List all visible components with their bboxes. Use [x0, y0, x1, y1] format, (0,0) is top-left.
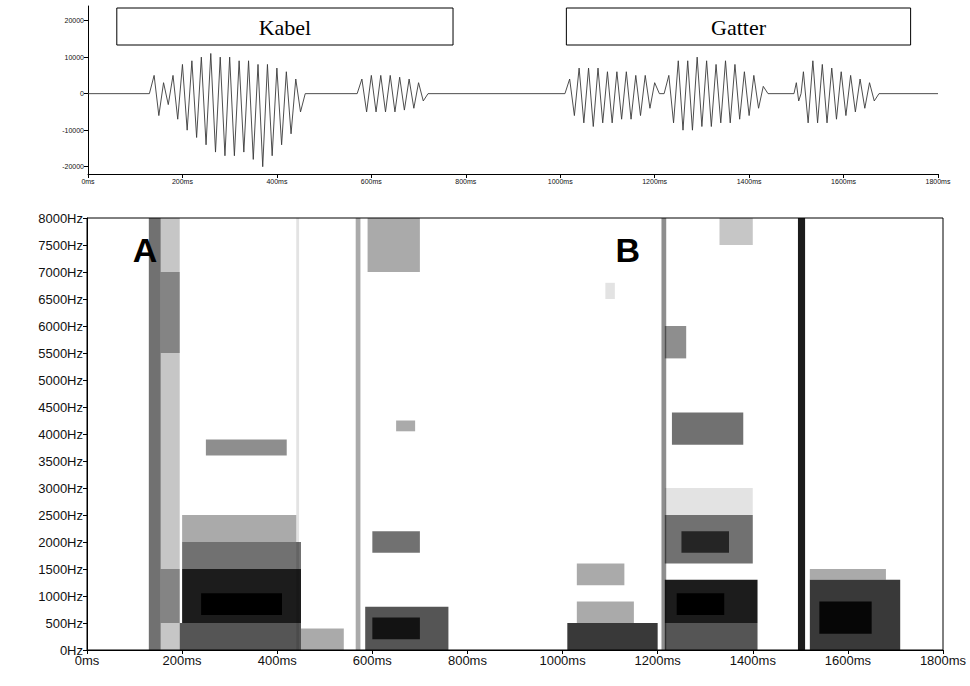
svg-text:1400ms: 1400ms — [730, 653, 777, 668]
svg-text:2500Hz: 2500Hz — [38, 508, 83, 523]
svg-text:3000Hz: 3000Hz — [38, 481, 83, 496]
svg-text:3500Hz: 3500Hz — [38, 454, 83, 469]
svg-text:4500Hz: 4500Hz — [38, 400, 83, 415]
svg-text:Kabel: Kabel — [259, 15, 312, 40]
svg-text:B: B — [615, 231, 640, 269]
svg-text:0Hz: 0Hz — [59, 642, 83, 658]
svg-text:5000Hz: 5000Hz — [38, 373, 83, 388]
svg-text:-10000: -10000 — [62, 127, 84, 134]
svg-text:1000ms: 1000ms — [548, 178, 573, 185]
svg-text:A: A — [133, 231, 158, 269]
svg-text:-20000: -20000 — [62, 163, 84, 170]
svg-text:500Hz: 500Hz — [45, 616, 83, 631]
svg-text:20000: 20000 — [65, 17, 85, 24]
svg-text:600ms: 600ms — [353, 653, 393, 668]
svg-text:10000: 10000 — [65, 54, 85, 61]
svg-text:1800ms: 1800ms — [920, 653, 967, 668]
svg-text:400ms: 400ms — [266, 178, 288, 185]
svg-text:1400ms: 1400ms — [737, 178, 762, 185]
svg-text:1600ms: 1600ms — [825, 653, 872, 668]
svg-text:6500Hz: 6500Hz — [38, 292, 83, 307]
svg-text:1200ms: 1200ms — [642, 178, 667, 185]
svg-text:7000Hz: 7000Hz — [38, 265, 83, 280]
svg-text:800ms: 800ms — [455, 178, 477, 185]
svg-text:400ms: 400ms — [258, 653, 298, 668]
svg-text:200ms: 200ms — [172, 178, 194, 185]
svg-text:4000Hz: 4000Hz — [38, 427, 83, 442]
svg-text:1500Hz: 1500Hz — [38, 562, 83, 577]
svg-text:0ms: 0ms — [75, 653, 100, 668]
svg-text:5500Hz: 5500Hz — [38, 346, 83, 361]
svg-text:1600ms: 1600ms — [831, 178, 856, 185]
svg-text:800ms: 800ms — [448, 653, 488, 668]
svg-text:6000Hz: 6000Hz — [38, 319, 83, 334]
svg-text:1800ms: 1800ms — [926, 178, 951, 185]
svg-text:0ms: 0ms — [81, 178, 95, 185]
svg-text:1000ms: 1000ms — [539, 653, 586, 668]
svg-text:7500Hz: 7500Hz — [38, 238, 83, 253]
svg-text:1000Hz: 1000Hz — [38, 589, 83, 604]
svg-text:2000Hz: 2000Hz — [38, 535, 83, 550]
svg-text:1200ms: 1200ms — [635, 653, 682, 668]
svg-text:8000Hz: 8000Hz — [38, 211, 83, 226]
svg-text:600ms: 600ms — [361, 178, 383, 185]
svg-text:0: 0 — [80, 90, 84, 97]
svg-text:200ms: 200ms — [163, 653, 203, 668]
svg-text:Gatter: Gatter — [711, 15, 767, 40]
